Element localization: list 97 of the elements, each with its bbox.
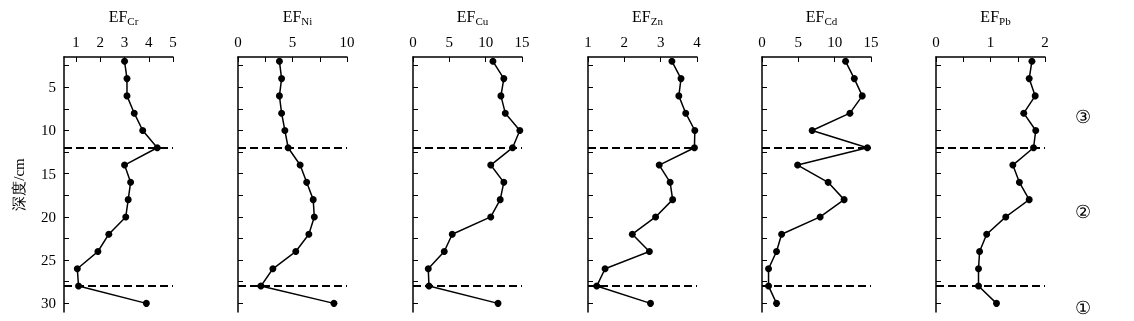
x-tick-label: 2 bbox=[96, 33, 105, 50]
x-tick-label: 0 bbox=[409, 33, 417, 50]
point bbox=[448, 230, 456, 238]
point bbox=[976, 247, 984, 255]
text: ② bbox=[1075, 201, 1091, 222]
point bbox=[794, 161, 802, 169]
point bbox=[628, 230, 636, 238]
point bbox=[668, 57, 676, 65]
x-tick-label: 1 bbox=[72, 33, 80, 50]
text: ③ bbox=[1075, 106, 1091, 127]
x-tick-label: 5 bbox=[169, 33, 177, 50]
point bbox=[494, 299, 502, 307]
point bbox=[487, 161, 495, 169]
point bbox=[500, 178, 508, 186]
y-tick-label: 10 bbox=[41, 122, 56, 139]
x-tick-label: 10 bbox=[478, 33, 494, 50]
point bbox=[516, 126, 524, 134]
point bbox=[1002, 213, 1010, 221]
point bbox=[647, 299, 654, 307]
x-tick-label: 3 bbox=[120, 33, 129, 50]
point bbox=[310, 213, 318, 221]
x-tick-label: 1 bbox=[986, 33, 995, 50]
y-tick-label: 25 bbox=[41, 252, 56, 269]
point bbox=[1025, 75, 1033, 83]
y-axis-title: 深度/cm bbox=[10, 157, 27, 211]
y-tick-label: 15 bbox=[41, 165, 56, 182]
point bbox=[808, 126, 816, 134]
point bbox=[816, 213, 824, 221]
point bbox=[842, 57, 850, 65]
point bbox=[645, 247, 653, 255]
point bbox=[1020, 109, 1028, 117]
point bbox=[840, 196, 848, 204]
point bbox=[666, 178, 674, 186]
x-tick-label: 10 bbox=[827, 33, 843, 50]
point bbox=[778, 230, 786, 238]
point bbox=[500, 75, 508, 83]
point bbox=[975, 265, 983, 273]
x-tick-label: 5 bbox=[794, 33, 803, 50]
point bbox=[1025, 196, 1033, 204]
point bbox=[983, 230, 991, 238]
point bbox=[496, 196, 504, 204]
point bbox=[269, 265, 277, 273]
y-tick-label: 20 bbox=[41, 208, 56, 225]
x-tick-label: 5 bbox=[288, 33, 297, 50]
point bbox=[501, 109, 509, 117]
point bbox=[305, 230, 313, 238]
x-tick-label: 0 bbox=[234, 33, 242, 50]
point bbox=[850, 75, 858, 83]
point bbox=[1028, 57, 1036, 65]
y-tick-label: 5 bbox=[48, 79, 56, 96]
x-tick-label: 15 bbox=[863, 33, 879, 50]
point bbox=[601, 265, 609, 273]
point bbox=[675, 92, 683, 100]
point bbox=[846, 109, 854, 117]
point bbox=[303, 178, 311, 186]
point bbox=[765, 265, 773, 273]
point bbox=[677, 75, 685, 83]
point bbox=[993, 299, 1000, 307]
point bbox=[440, 247, 448, 255]
x-tick-label: 3 bbox=[656, 33, 665, 50]
point bbox=[690, 144, 698, 152]
point bbox=[424, 265, 432, 273]
point bbox=[655, 161, 663, 169]
x-tick-label: 2 bbox=[1041, 33, 1049, 50]
point bbox=[682, 109, 690, 117]
point bbox=[1032, 126, 1040, 134]
point bbox=[773, 247, 781, 255]
point bbox=[309, 196, 317, 204]
point bbox=[652, 213, 660, 221]
x-tick-label: 1 bbox=[584, 33, 592, 50]
x-tick-label: 2 bbox=[620, 33, 629, 50]
x-tick-label: 0 bbox=[932, 33, 940, 50]
point bbox=[1015, 178, 1023, 186]
x-tick-label: 15 bbox=[514, 33, 530, 50]
text: ① bbox=[1075, 297, 1091, 318]
point bbox=[858, 92, 866, 100]
point bbox=[669, 196, 677, 204]
point bbox=[278, 109, 286, 117]
x-tick-label: 0 bbox=[758, 33, 766, 50]
point bbox=[1009, 161, 1017, 169]
point bbox=[281, 126, 289, 134]
point bbox=[489, 57, 497, 65]
point bbox=[275, 92, 283, 100]
point bbox=[1031, 92, 1039, 100]
x-tick-label: 10 bbox=[339, 33, 355, 50]
x-tick-label: 4 bbox=[145, 33, 154, 50]
point bbox=[278, 75, 286, 83]
point bbox=[691, 126, 699, 134]
point bbox=[275, 57, 283, 65]
x-tick-label: 4 bbox=[693, 33, 702, 50]
point bbox=[292, 247, 300, 255]
point bbox=[330, 299, 338, 307]
y-tick-label: 30 bbox=[41, 295, 56, 312]
point bbox=[773, 299, 781, 307]
point bbox=[487, 213, 495, 221]
point bbox=[824, 178, 832, 186]
x-tick-label: 5 bbox=[445, 33, 454, 50]
